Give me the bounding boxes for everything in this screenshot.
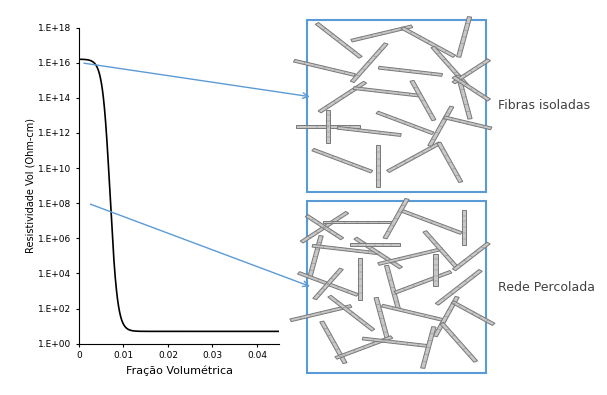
Text: Rede Percolada: Rede Percolada <box>498 281 595 294</box>
Y-axis label: Resistividade Vol (Ohm-cm): Resistividade Vol (Ohm-cm) <box>25 118 35 253</box>
X-axis label: Fração Volumétrica: Fração Volumétrica <box>126 366 232 376</box>
Text: Fibras isoladas: Fibras isoladas <box>498 99 590 112</box>
